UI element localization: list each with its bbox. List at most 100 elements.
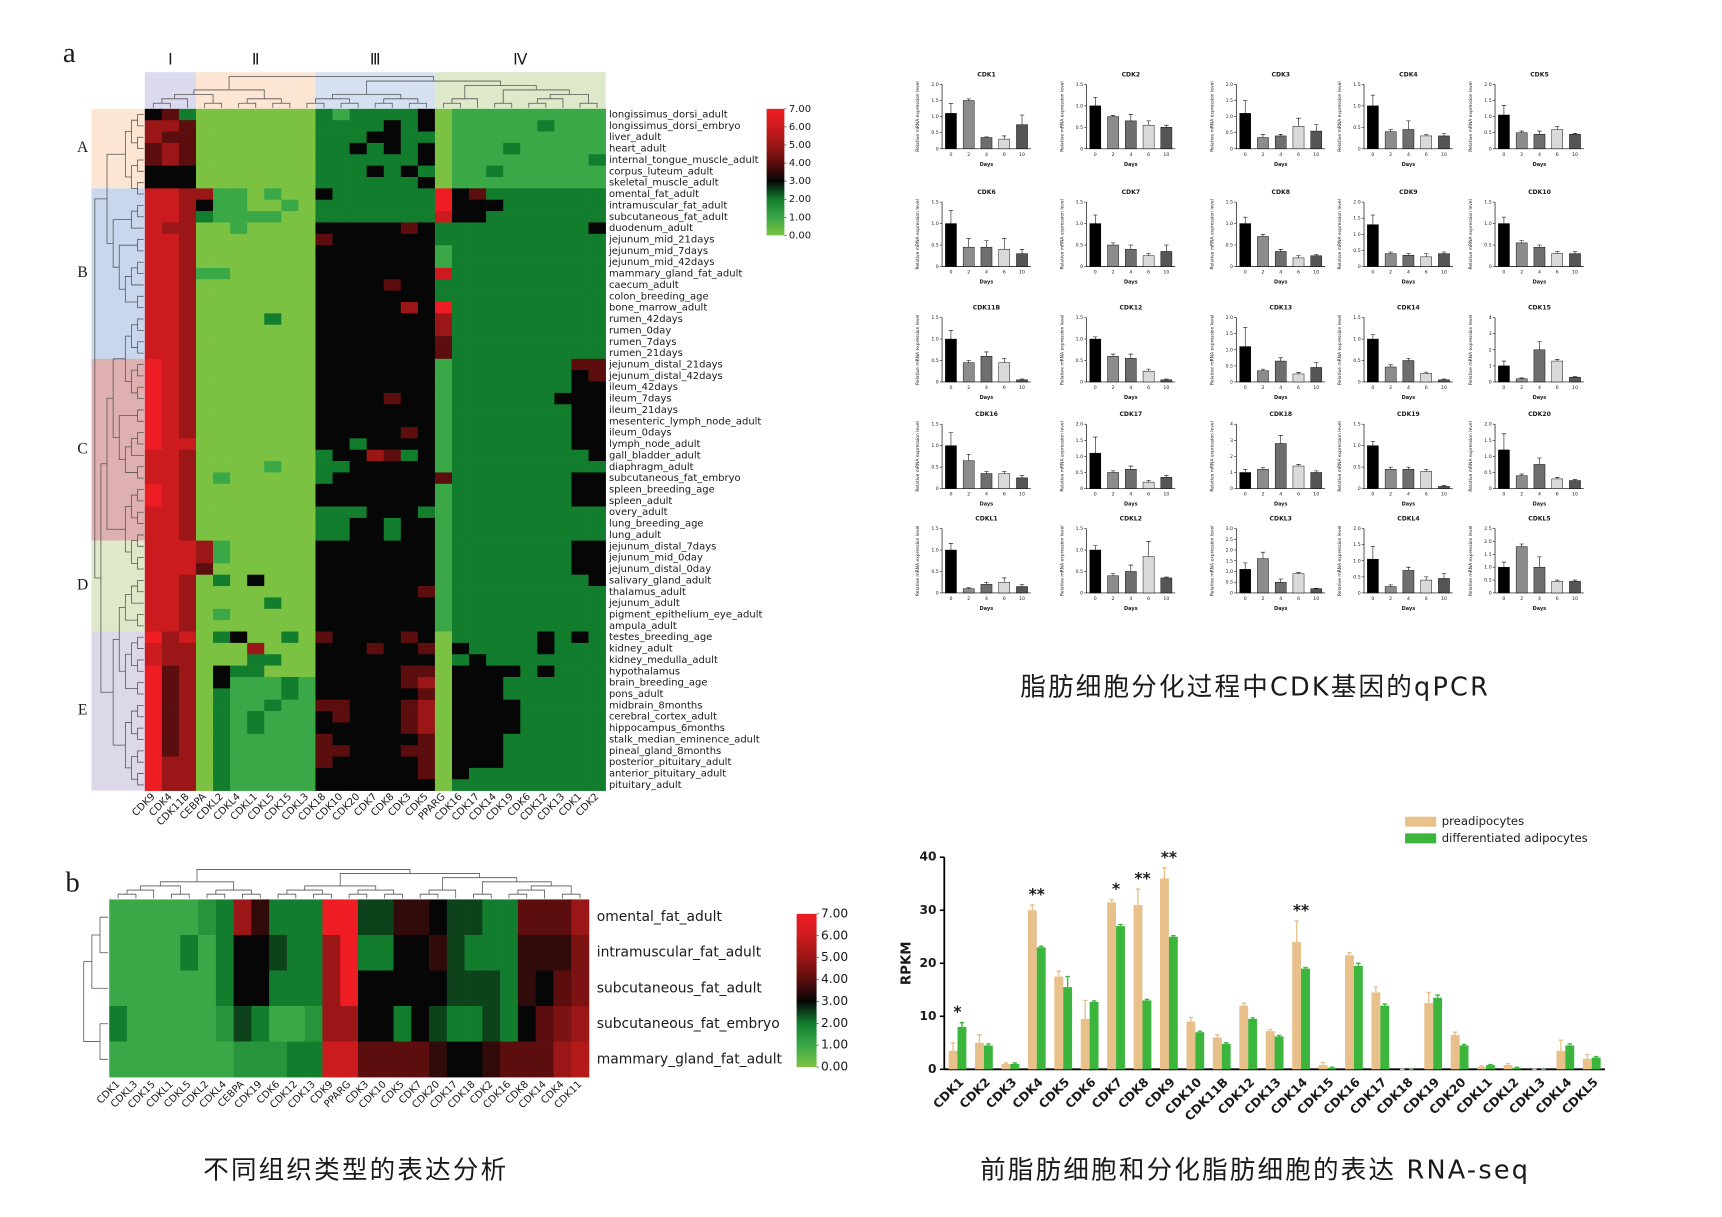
heatmap-cell (469, 449, 487, 462)
heatmap-cell (452, 154, 470, 166)
heatmap-cell (452, 767, 470, 780)
heatmap-cell (588, 267, 606, 280)
heatmap-cell (429, 1006, 448, 1042)
heatmap-cell (486, 347, 504, 360)
heatmap-cell (571, 934, 590, 971)
heatmap-cell (366, 608, 385, 621)
heatmap-cell (247, 313, 265, 326)
heatmap-cell (298, 324, 316, 337)
heatmap-cell (554, 449, 572, 462)
heatmap-cell (554, 301, 572, 314)
heatmap-cell (469, 358, 487, 371)
heatmap-cell (588, 211, 606, 223)
heatmap-cell (281, 745, 299, 757)
heatmap-cell (554, 483, 572, 496)
heatmap-cell (452, 722, 470, 735)
heatmap-cell (298, 188, 316, 201)
heatmap-cell (349, 688, 367, 701)
x-tick-label: 0 (949, 492, 952, 498)
bar (1515, 475, 1528, 489)
heatmap-cell (144, 347, 163, 360)
error-bar (948, 210, 954, 224)
heatmap-cell (213, 188, 231, 201)
heatmap-cell (486, 279, 504, 291)
heatmap-cell (213, 620, 231, 632)
dendrogram-branch (313, 893, 332, 899)
error-bar (1242, 562, 1248, 570)
heatmap-cell (144, 540, 163, 553)
heatmap-cell (503, 336, 521, 348)
heatmap-cell (588, 620, 606, 632)
heatmap-cell (571, 899, 590, 936)
heatmap-cell (537, 608, 555, 621)
heatmap-cell (469, 313, 487, 326)
heatmap-cell (178, 745, 197, 757)
heatmap-cell (417, 336, 436, 348)
heatmap-cell (332, 461, 350, 473)
bar (1265, 1031, 1275, 1070)
error-bar (1019, 378, 1025, 380)
heatmap-cell (400, 472, 419, 485)
y-tick-label: 0 (1230, 486, 1233, 492)
heatmap-cell (349, 506, 367, 519)
bar (1310, 367, 1323, 383)
bar (1133, 904, 1143, 1070)
heatmap-cell (400, 358, 419, 371)
heatmap-cell (554, 688, 572, 701)
heatmap-cell (383, 620, 402, 632)
heatmap-cell (571, 642, 589, 655)
bar (1569, 581, 1581, 594)
heatmap-cell (452, 358, 470, 371)
bar (1438, 253, 1450, 267)
y-tick-label: 0 (1080, 146, 1083, 152)
error-bar (1110, 115, 1116, 117)
heatmap-cell (213, 597, 231, 610)
heatmap-cell (264, 290, 282, 303)
heatmap-cell (213, 426, 231, 439)
heatmap-cell (571, 381, 589, 394)
y-tick-label: 1.5 (931, 526, 938, 532)
heatmap-cell (434, 745, 453, 757)
heatmap-cell (588, 563, 606, 576)
heatmap-cell (469, 120, 487, 132)
heatmap-cell (588, 188, 606, 201)
heatmap-cell (178, 574, 197, 587)
x-tick-label: 0 (1502, 270, 1505, 276)
heatmap-cell (417, 688, 436, 701)
x-tick-label: 4 (1538, 385, 1541, 391)
heatmap-cell (554, 222, 572, 235)
heatmap-cell (247, 324, 265, 337)
y-tick-label: 0.5 (931, 465, 938, 471)
bar (1089, 549, 1102, 594)
heatmap-cell (537, 551, 555, 564)
heatmap-cell (554, 529, 572, 541)
heatmap-cell (264, 449, 282, 462)
heatmap-cell (213, 347, 231, 360)
heatmap-cell (298, 597, 316, 610)
heatmap-cell (571, 415, 589, 428)
bar (1582, 1058, 1592, 1070)
y-tick-label: 0 (1489, 486, 1492, 492)
heatmap-cell (162, 1041, 181, 1078)
x-tick-label: 6 (1297, 492, 1300, 498)
heatmap-cell (588, 597, 606, 610)
heatmap-cell (144, 267, 163, 280)
row-label: ileum_42days (609, 382, 678, 393)
heatmap-cell (247, 745, 265, 757)
row-label: salivary_gland_adult (609, 575, 711, 586)
heatmap-cell (213, 279, 231, 291)
heatmap-cell (281, 733, 299, 746)
heatmap-cell (503, 574, 521, 587)
error-bar (948, 330, 954, 340)
dendrogram-branch (357, 889, 394, 895)
heatmap-cell (452, 392, 470, 405)
heatmap-cell (180, 1041, 199, 1078)
heatmap-cell (247, 756, 265, 769)
heatmap-cell (503, 324, 521, 337)
heatmap-cell (144, 586, 163, 598)
error-bar (1501, 360, 1507, 366)
bar (998, 138, 1011, 150)
heatmap-cell (554, 233, 572, 246)
x-tick-label: 4 (1279, 596, 1282, 602)
heatmap-cell (281, 415, 299, 428)
